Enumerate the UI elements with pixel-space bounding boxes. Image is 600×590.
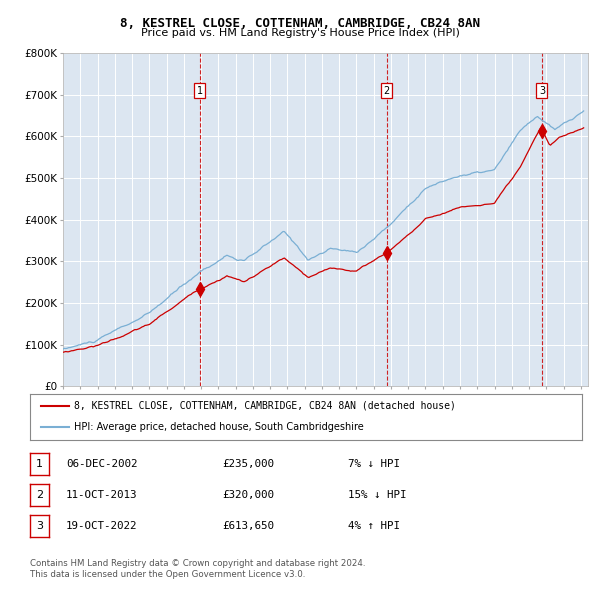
Text: 3: 3 <box>36 522 43 531</box>
Text: 06-DEC-2002: 06-DEC-2002 <box>66 459 137 468</box>
Text: 4% ↑ HPI: 4% ↑ HPI <box>348 522 400 531</box>
Text: 8, KESTREL CLOSE, COTTENHAM, CAMBRIDGE, CB24 8AN (detached house): 8, KESTREL CLOSE, COTTENHAM, CAMBRIDGE, … <box>74 401 456 411</box>
Text: £613,650: £613,650 <box>222 522 274 531</box>
Text: £235,000: £235,000 <box>222 459 274 468</box>
Text: 7% ↓ HPI: 7% ↓ HPI <box>348 459 400 468</box>
Text: 3: 3 <box>539 86 545 96</box>
Text: 11-OCT-2013: 11-OCT-2013 <box>66 490 137 500</box>
Text: HPI: Average price, detached house, South Cambridgeshire: HPI: Average price, detached house, Sout… <box>74 422 364 432</box>
Text: 15% ↓ HPI: 15% ↓ HPI <box>348 490 407 500</box>
Text: £320,000: £320,000 <box>222 490 274 500</box>
Text: Contains HM Land Registry data © Crown copyright and database right 2024.: Contains HM Land Registry data © Crown c… <box>30 559 365 568</box>
Text: This data is licensed under the Open Government Licence v3.0.: This data is licensed under the Open Gov… <box>30 571 305 579</box>
Text: 2: 2 <box>36 490 43 500</box>
Text: 19-OCT-2022: 19-OCT-2022 <box>66 522 137 531</box>
Text: 8, KESTREL CLOSE, COTTENHAM, CAMBRIDGE, CB24 8AN: 8, KESTREL CLOSE, COTTENHAM, CAMBRIDGE, … <box>120 17 480 30</box>
Text: 1: 1 <box>36 459 43 468</box>
Text: Price paid vs. HM Land Registry's House Price Index (HPI): Price paid vs. HM Land Registry's House … <box>140 28 460 38</box>
Text: 2: 2 <box>383 86 390 96</box>
Text: 1: 1 <box>197 86 203 96</box>
